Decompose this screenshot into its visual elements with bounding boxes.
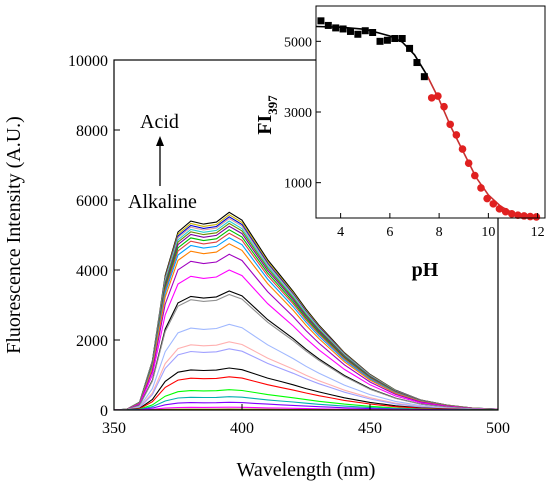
main-ticks	[113, 59, 499, 411]
data-point-acid-13	[406, 44, 414, 52]
data-point-alkaline-1	[427, 94, 436, 102]
data-point-alkaline-14	[507, 209, 516, 218]
main-x-tick-label-400: 400	[230, 420, 254, 437]
data-point-alkaline-10	[483, 194, 491, 203]
inset-x-tick-labels: 4 6 8 10 12	[337, 225, 544, 240]
spectrum-curve-18	[113, 348, 499, 411]
acid-arrow-head	[156, 136, 164, 146]
data-point-acid-15	[420, 73, 428, 81]
main-y-tick-labels: 0 2000 4000 6000 8000 10000	[68, 53, 108, 420]
acid-annotation: Acid	[140, 111, 179, 133]
spectrum-curves	[113, 211, 499, 411]
main-y-tick-label-2000: 2000	[76, 333, 108, 350]
inset-data-points	[317, 17, 541, 221]
inset-y-tick-labels: 1000 3000 5000	[284, 35, 312, 191]
main-y-tick-label-4000: 4000	[76, 263, 108, 280]
data-point-alkaline-12	[495, 205, 504, 213]
alkaline-annotation: Alkaline	[128, 191, 197, 213]
spectrum-curve-21	[113, 389, 499, 411]
inset-x-tick-label-10: 10	[481, 225, 495, 240]
data-point-alkaline-2	[434, 92, 442, 100]
main-x-tick-label-500: 500	[486, 420, 510, 437]
inset-y-tick-label-3000: 3000	[284, 106, 312, 121]
spectrum-curve-15	[113, 293, 499, 411]
data-point-acid-5	[346, 27, 354, 35]
main-plot-frame	[113, 59, 499, 411]
data-point-alkaline-18	[532, 213, 541, 221]
main-x-tick-labels: 350 400 450 500	[102, 420, 510, 437]
spectrum-curve-20	[113, 376, 499, 411]
main-spectrum-chart: 350 400 450 500 0 2000 4000 6000 8000 10000 Wave…	[3, 53, 510, 481]
inset-ph-chart: 4 6 8 10 12 1000 3000 5000 pH FI397	[254, 5, 546, 281]
inset-x-tick-label-8: 8	[436, 225, 443, 240]
data-point-alkaline-4	[446, 120, 454, 129]
data-point-alkaline-6	[458, 145, 467, 153]
spectrum-curve-12	[113, 253, 499, 411]
inset-y-tick-label-5000: 5000	[284, 35, 312, 50]
data-point-alkaline-7	[464, 159, 473, 168]
spectrum-curve-19	[113, 367, 499, 411]
data-point-acid-3	[332, 24, 340, 32]
spectrum-curve-16	[113, 323, 499, 411]
main-y-tick-label-0: 0	[100, 403, 108, 420]
data-point-alkaline-8	[471, 171, 479, 180]
inset-x-tick-label-12: 12	[531, 225, 545, 240]
data-point-acid-2	[324, 21, 332, 29]
main-x-tick-label-450: 450	[358, 420, 382, 437]
data-point-alkaline-15	[514, 211, 522, 219]
main-y-tick-label-6000: 6000	[76, 193, 108, 210]
data-point-acid-12	[398, 35, 406, 43]
data-point-acid-14	[413, 59, 421, 67]
data-point-acid-11	[391, 35, 399, 43]
main-x-tick-label-350: 350	[102, 420, 126, 437]
main-x-axis-title: Wavelength (nm)	[237, 459, 376, 481]
inset-x-tick-label-6: 6	[386, 225, 393, 240]
data-point-acid-6	[354, 30, 362, 38]
data-point-acid-8	[369, 29, 377, 36]
inset-y-axis-title-subscript: 397	[265, 95, 280, 115]
main-y-axis-title: Fluorescence Intensity (A.U.)	[3, 116, 25, 354]
inset-y-tick-label-1000: 1000	[284, 177, 312, 192]
inset-ticks	[316, 40, 539, 218]
inset-y-axis-title-main: FI	[254, 115, 276, 135]
spectrum-curve-11	[113, 243, 499, 411]
inset-y-axis-title: FI397	[254, 95, 280, 135]
spectrum-curve-17	[113, 341, 499, 411]
main-y-tick-label-10000: 10000	[68, 53, 108, 70]
data-point-alkaline-13	[501, 207, 510, 216]
data-point-acid-10	[383, 36, 391, 44]
data-point-alkaline-11	[489, 200, 498, 208]
data-point-alkaline-3	[440, 102, 448, 111]
inset-background	[316, 6, 545, 218]
data-point-acid-7	[361, 27, 369, 35]
data-point-alkaline-9	[477, 184, 485, 192]
data-point-alkaline-5	[452, 131, 461, 139]
inset-x-axis-title: pH	[412, 259, 439, 281]
main-y-tick-label-8000: 8000	[76, 123, 108, 140]
data-point-acid-1	[317, 17, 325, 25]
spectrum-curve-13	[113, 269, 499, 411]
data-point-acid-4	[339, 25, 347, 33]
inset-x-tick-label-4: 4	[337, 225, 344, 240]
data-point-acid-9	[376, 37, 384, 45]
